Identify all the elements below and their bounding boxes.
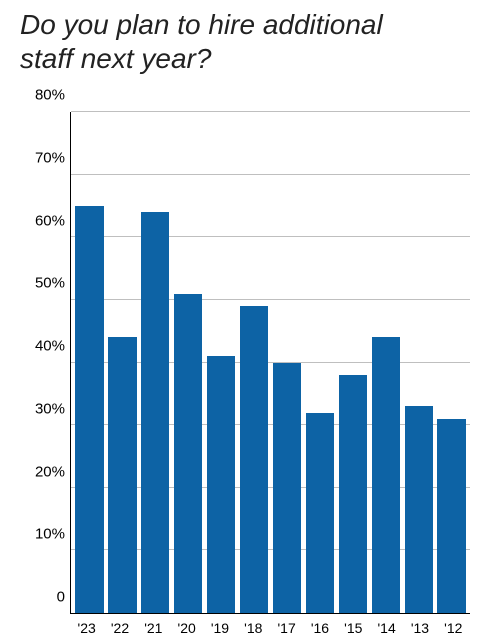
bar (306, 413, 334, 613)
xtick-label: '17 (270, 616, 303, 644)
ytick-label: 80% (20, 87, 65, 104)
ytick-label: 70% (20, 149, 65, 166)
xtick-label: '23 (70, 616, 103, 644)
bar (141, 212, 169, 613)
x-axis-ticks: '23'22'21'20'19'18'17'16'15'14'13'12 (70, 616, 470, 644)
xtick-label: '22 (103, 616, 136, 644)
xtick-label: '19 (203, 616, 236, 644)
ytick-label: 30% (20, 400, 65, 417)
bar-slot (369, 112, 402, 613)
bar (207, 356, 235, 613)
bar-slot (271, 112, 304, 613)
bars-container (71, 112, 470, 613)
bar-slot (402, 112, 435, 613)
bar-slot (73, 112, 106, 613)
ytick-label: 60% (20, 212, 65, 229)
bar (437, 419, 465, 613)
xtick-label: '15 (337, 616, 370, 644)
ytick-label: 40% (20, 338, 65, 355)
xtick-label: '20 (170, 616, 203, 644)
bar (372, 337, 400, 613)
xtick-label: '16 (303, 616, 336, 644)
bar (240, 306, 268, 613)
chart-title: Do you plan to hire additional staff nex… (20, 8, 480, 75)
bar-slot (435, 112, 468, 613)
bar-slot (106, 112, 139, 613)
bar-slot (205, 112, 238, 613)
bar-slot (139, 112, 172, 613)
bar (75, 206, 103, 613)
xtick-label: '14 (370, 616, 403, 644)
xtick-label: '12 (437, 616, 470, 644)
title-line-1: Do you plan to hire additional (20, 9, 383, 40)
xtick-label: '18 (237, 616, 270, 644)
xtick-label: '13 (403, 616, 436, 644)
ytick-label: 20% (20, 463, 65, 480)
bar-slot (303, 112, 336, 613)
bar (273, 363, 301, 614)
title-line-2: staff next year? (20, 43, 211, 74)
bar (405, 406, 433, 613)
bar (108, 337, 136, 613)
ytick-label: 10% (20, 526, 65, 543)
ytick-label: 0 (20, 589, 65, 606)
bar-slot (172, 112, 205, 613)
bar (174, 294, 202, 613)
bar-slot (336, 112, 369, 613)
bar-chart: 010%20%30%40%50%60%70%80% '23'22'21'20'1… (20, 102, 480, 644)
xtick-label: '21 (137, 616, 170, 644)
bar-slot (238, 112, 271, 613)
ytick-label: 50% (20, 275, 65, 292)
chart-page: Do you plan to hire additional staff nex… (0, 0, 500, 644)
bar (339, 375, 367, 613)
plot-area (70, 112, 470, 614)
